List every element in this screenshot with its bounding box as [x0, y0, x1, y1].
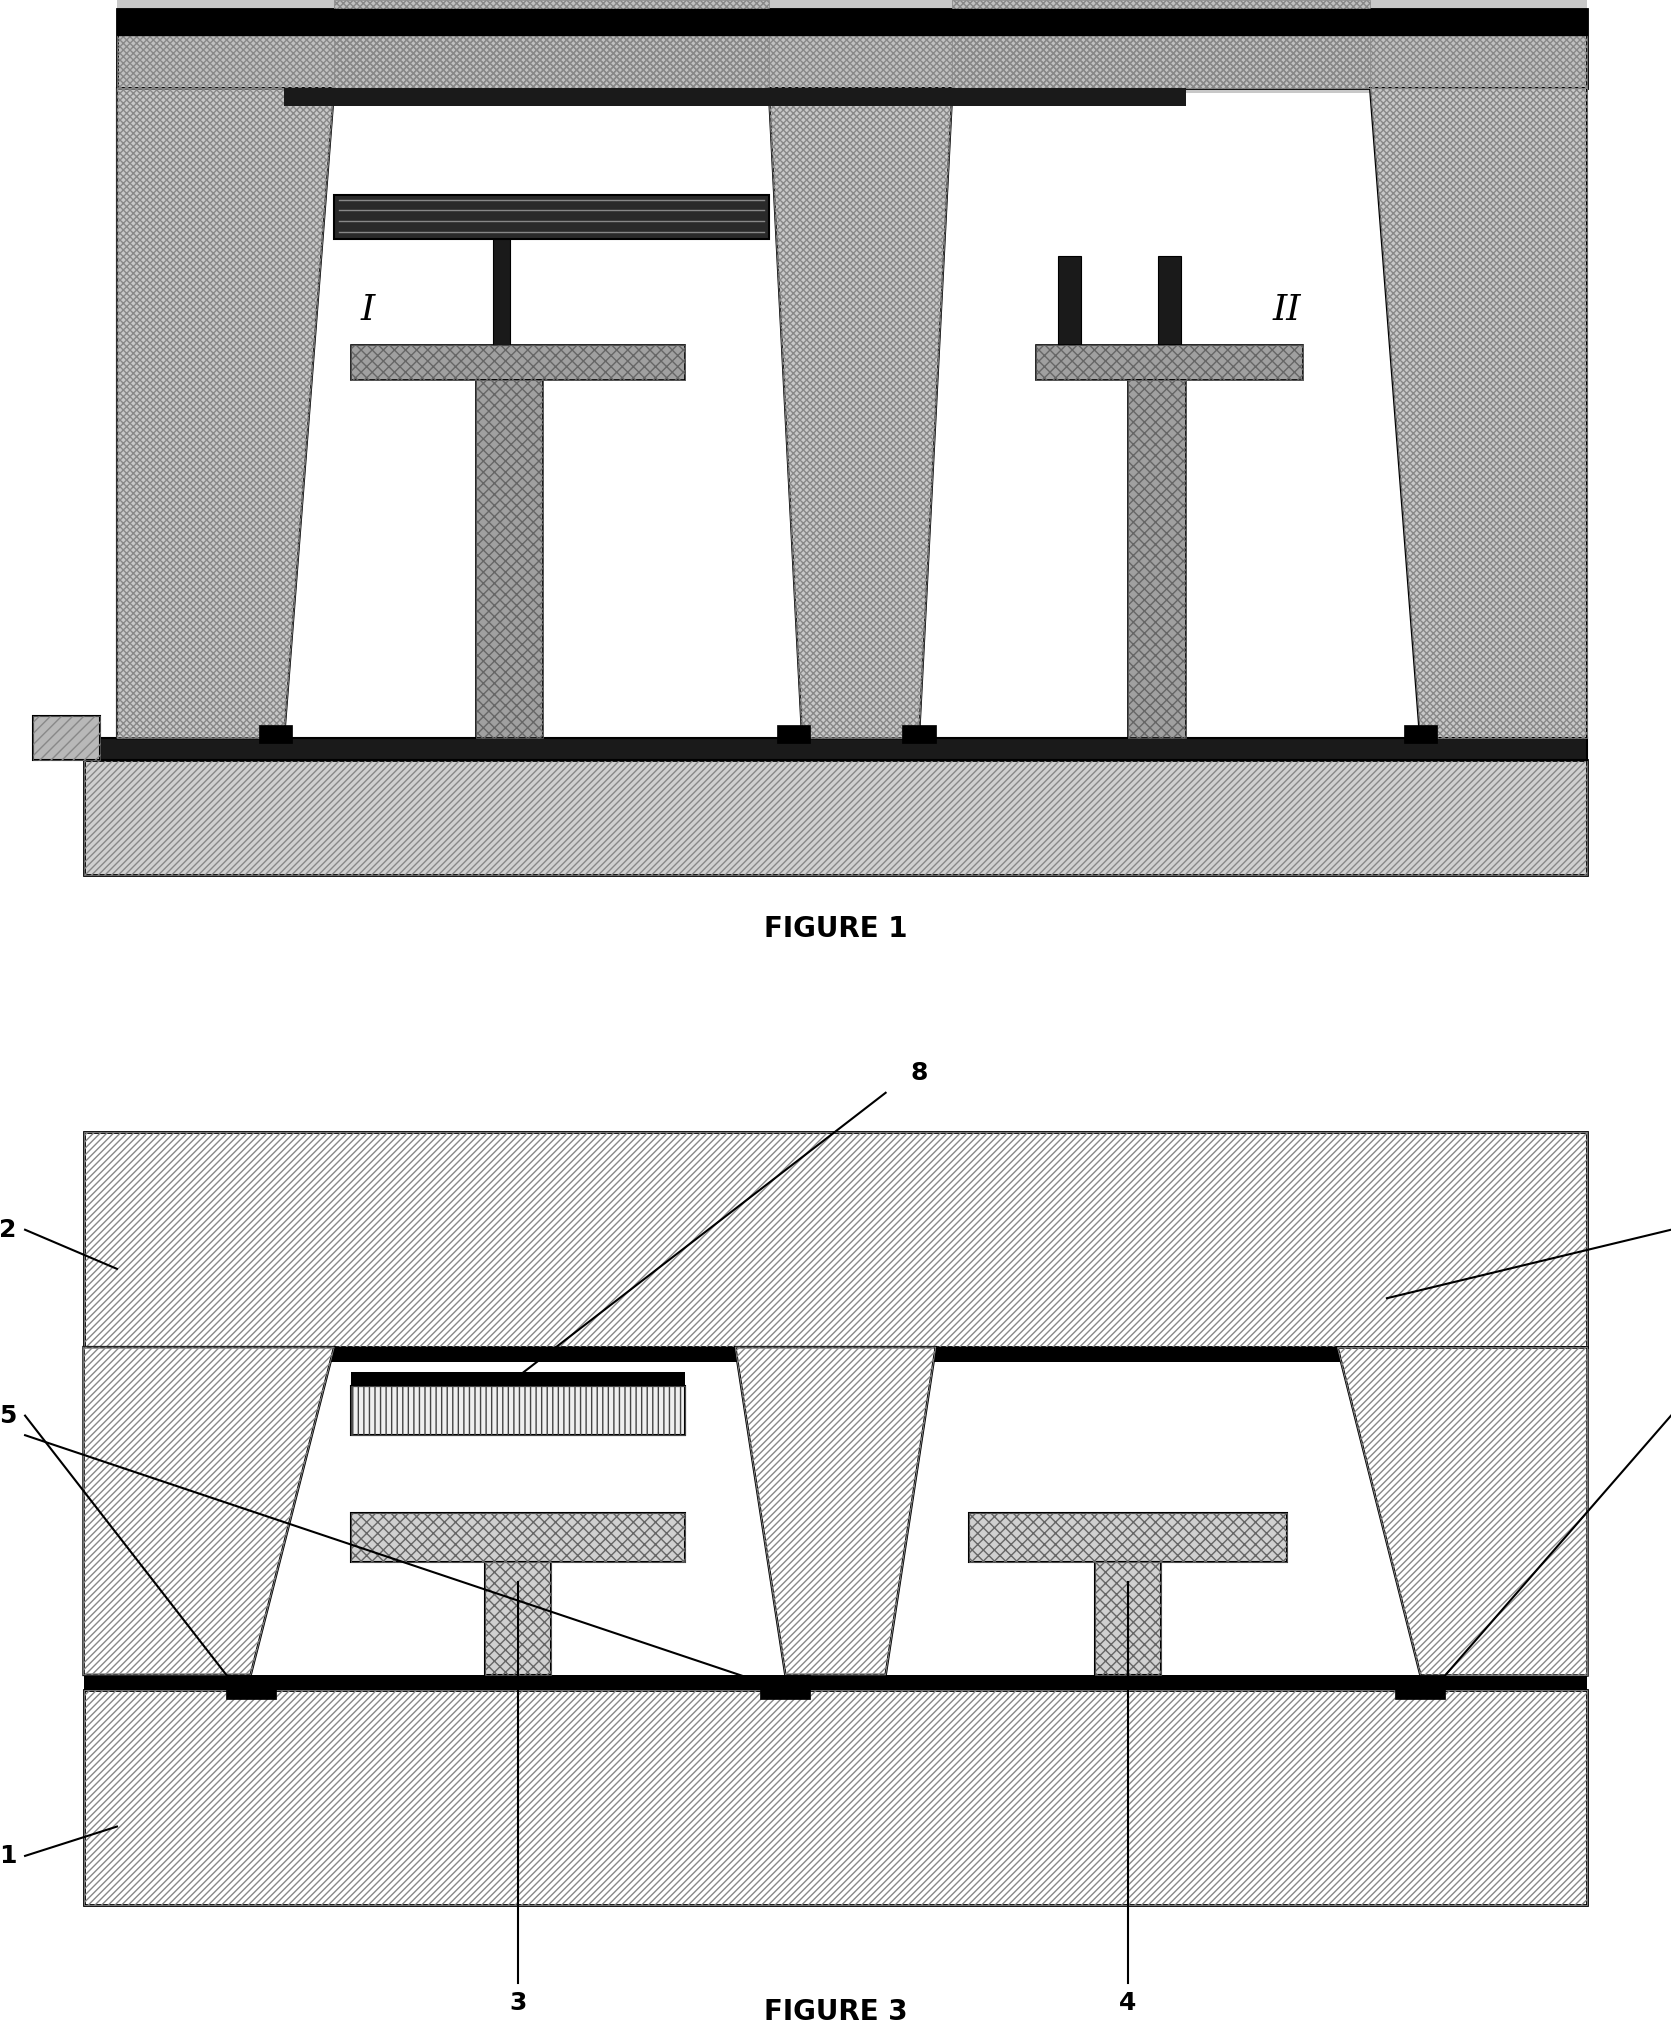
Bar	[760, 1674, 810, 1699]
Bar	[351, 345, 685, 380]
Text: FIGURE 1: FIGURE 1	[764, 914, 907, 943]
Bar	[117, 0, 1587, 89]
Bar	[351, 1514, 685, 1563]
Bar	[1095, 1563, 1161, 1674]
Bar	[351, 1514, 685, 1563]
Bar	[952, 0, 1370, 89]
Bar	[226, 1674, 276, 1699]
Bar	[84, 1347, 1587, 1361]
Text: 8: 8	[911, 1061, 927, 1085]
Text: 5: 5	[0, 1404, 17, 1428]
Bar	[969, 1514, 1287, 1563]
Text: FIGURE 3: FIGURE 3	[764, 1997, 907, 2026]
Bar	[117, 8, 1587, 89]
Bar	[1128, 380, 1186, 738]
Bar	[1404, 725, 1437, 744]
Bar	[1036, 345, 1303, 380]
Bar	[351, 1372, 685, 1386]
Bar	[351, 1386, 685, 1435]
Polygon shape	[1337, 1347, 1587, 1674]
Bar	[351, 345, 685, 380]
Bar	[485, 1563, 551, 1674]
Text: 4: 4	[1120, 1991, 1136, 2014]
Bar	[351, 1386, 685, 1435]
Bar	[969, 1514, 1287, 1563]
Bar	[117, 8, 1587, 89]
Bar	[334, 195, 769, 240]
Text: 3: 3	[510, 1991, 526, 2014]
Bar	[84, 1674, 1587, 1689]
Bar	[84, 760, 1587, 876]
Bar	[259, 725, 292, 744]
Polygon shape	[84, 1347, 334, 1674]
Text: I: I	[361, 293, 374, 327]
Bar	[777, 725, 810, 744]
Polygon shape	[1370, 89, 1587, 738]
Bar	[1395, 1674, 1445, 1699]
Bar	[1036, 345, 1303, 380]
Bar	[476, 380, 543, 738]
Bar	[84, 1132, 1587, 1347]
Bar	[485, 1563, 551, 1674]
Bar	[33, 717, 100, 760]
Bar	[84, 738, 1587, 760]
Bar	[84, 760, 1587, 876]
Bar	[952, 0, 1370, 89]
Polygon shape	[735, 1347, 936, 1674]
Bar	[117, 8, 1587, 35]
Bar	[493, 240, 510, 345]
Bar	[334, 0, 769, 89]
Bar	[84, 1132, 1587, 1347]
Bar	[1058, 256, 1081, 345]
Text: 2: 2	[0, 1217, 17, 1242]
Bar	[33, 717, 100, 760]
Bar	[1095, 1563, 1161, 1674]
Bar	[284, 89, 769, 106]
Bar	[1128, 380, 1186, 738]
Bar	[769, 89, 1186, 106]
Bar	[117, 0, 1587, 93]
Polygon shape	[769, 89, 952, 738]
Bar	[84, 1689, 1587, 1904]
Bar	[334, 0, 769, 89]
Polygon shape	[117, 89, 334, 738]
Bar	[476, 380, 543, 738]
Bar	[84, 1689, 1587, 1904]
Text: 1: 1	[0, 1843, 17, 1867]
Bar	[1158, 256, 1181, 345]
Bar	[902, 725, 936, 744]
Text: II: II	[1272, 293, 1302, 327]
